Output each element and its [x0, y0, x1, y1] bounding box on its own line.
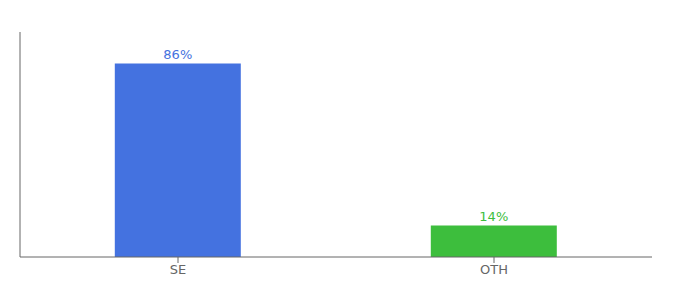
svg-text:14%: 14%: [479, 209, 508, 224]
svg-text:SE: SE: [170, 262, 186, 277]
svg-text:OTH: OTH: [480, 262, 508, 277]
svg-text:86%: 86%: [163, 47, 192, 62]
